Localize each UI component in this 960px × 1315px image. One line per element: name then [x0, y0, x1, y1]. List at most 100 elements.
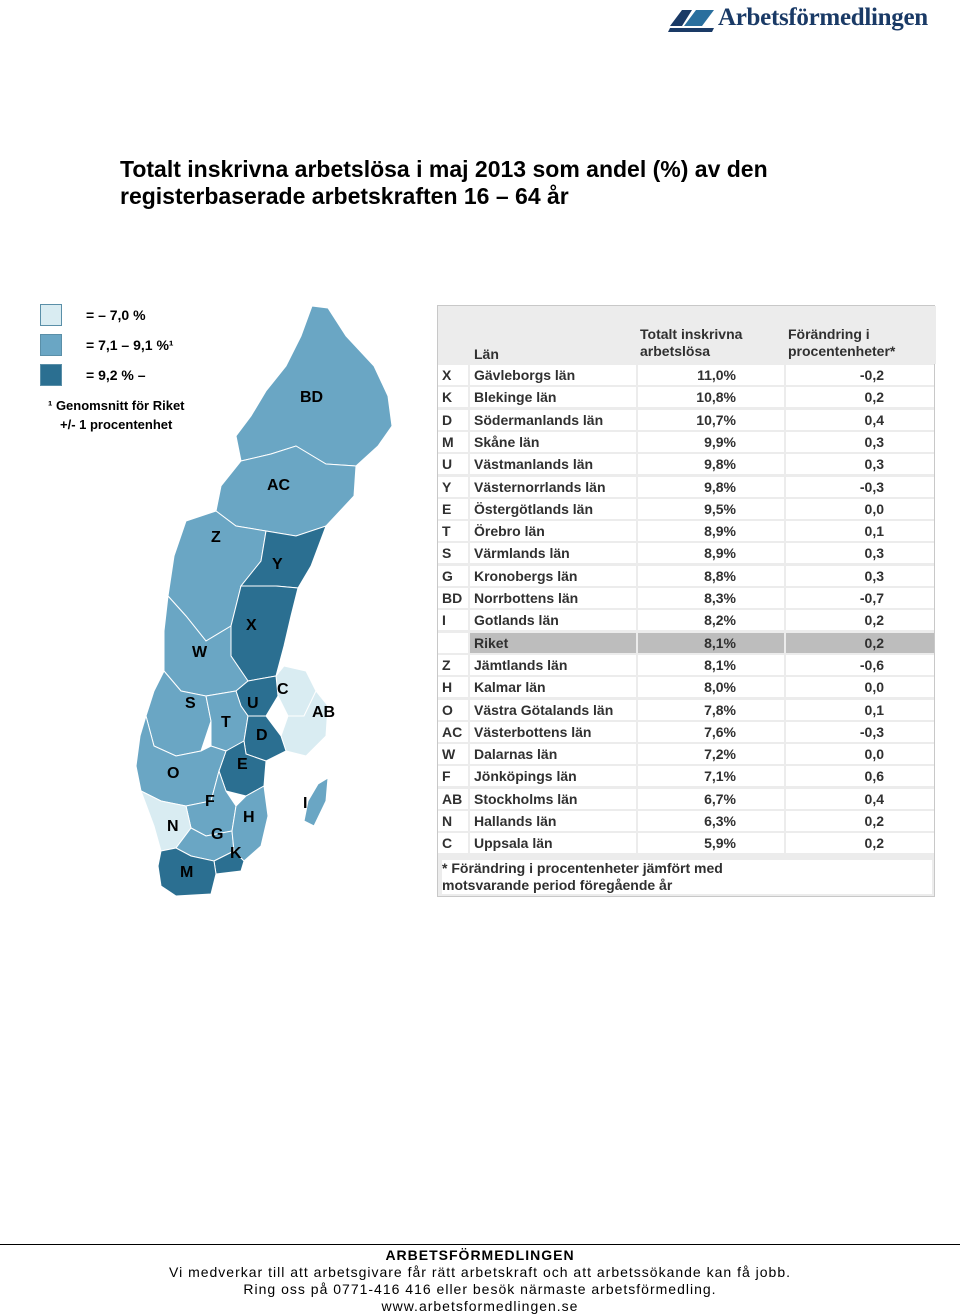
- row-code: X: [438, 365, 468, 385]
- row-total: 8,0%: [638, 677, 784, 698]
- row-code: D: [438, 409, 468, 430]
- map-label-e: E: [237, 756, 248, 773]
- row-total: 9,9%: [638, 431, 784, 452]
- header-total: Totalt inskrivna arbetslösa: [640, 326, 742, 360]
- legend-label-low: = – 7,0 %: [86, 307, 146, 323]
- row-total: 6,7%: [638, 788, 784, 809]
- legend-note-line-1: ¹ Genomsnitt för Riket: [48, 398, 185, 413]
- legend-note-line-2: +/- 1 procentenhet: [60, 417, 173, 432]
- table-row: M Skåne län 9,9% 0,3: [438, 431, 936, 454]
- header-total-cell: Totalt inskrivna arbetslösa: [638, 306, 784, 364]
- row-lan: Hallands län: [470, 811, 636, 831]
- footer-line-2: Ring oss på 0771-416 416 eller besök när…: [243, 1281, 717, 1297]
- map-label-y: Y: [272, 556, 283, 573]
- row-lan: Östergötlands län: [470, 498, 636, 519]
- row-total: 7,6%: [638, 721, 784, 742]
- row-code: E: [438, 498, 468, 519]
- map-label-c: C: [277, 681, 289, 698]
- footnote-line-2: motsvarande period föregående år: [442, 877, 673, 893]
- row-code: S: [438, 543, 468, 564]
- table-row: AC Västerbottens län 7,6% -0,3: [438, 721, 936, 744]
- row-change: 0,0: [786, 677, 934, 698]
- page-footer: ARBETSFÖRMEDLINGEN Vi medverkar till att…: [0, 1247, 960, 1315]
- row-lan: Värmlands län: [470, 543, 636, 564]
- row-lan: Riket: [470, 632, 636, 653]
- row-code: F: [438, 766, 468, 787]
- header-lan: Län: [474, 346, 499, 362]
- table-row: G Kronobergs län 8,8% 0,3: [438, 565, 936, 588]
- sweden-county-map: [135, 305, 393, 897]
- map-label-m: M: [180, 864, 194, 881]
- row-lan: Norrbottens län: [470, 588, 636, 608]
- row-code: Y: [438, 476, 468, 497]
- row-change: 0,3: [786, 431, 934, 452]
- map-label-i: I: [303, 795, 308, 812]
- table-row: I Gotlands län 8,2% 0,2: [438, 610, 936, 632]
- table-row: D Södermanlands län 10,7% 0,4: [438, 409, 936, 432]
- table-row: N Hallands län 6,3% 0,2: [438, 811, 936, 833]
- row-total: 8,2%: [638, 610, 784, 631]
- footer-url: www.arbetsformedlingen.se: [381, 1298, 579, 1314]
- row-change: 0,1: [786, 521, 934, 542]
- row-change: 0,0: [786, 498, 934, 519]
- map-label-w: W: [192, 644, 208, 661]
- row-total: 10,8%: [638, 387, 784, 408]
- row-lan: Södermanlands län: [470, 409, 636, 430]
- row-lan: Uppsala län: [470, 833, 636, 854]
- row-change: -0,7: [786, 588, 934, 608]
- table-row: C Uppsala län 5,9% 0,2: [438, 833, 936, 855]
- row-change: 0,2: [786, 387, 934, 408]
- row-total: 8,3%: [638, 588, 784, 608]
- row-total: 11,0%: [638, 365, 784, 385]
- map-label-z: Z: [211, 529, 221, 546]
- footnote-line-1: * Förändring i procentenheter jämfört me…: [442, 860, 723, 876]
- row-change: 0,2: [786, 632, 934, 653]
- header-change-cell: Förändring i procentenheter*: [786, 306, 936, 364]
- row-total: 9,8%: [638, 454, 784, 475]
- row-code: AB: [438, 788, 468, 809]
- header-change-line-1: Förändring i: [788, 326, 870, 342]
- row-lan: Kalmar län: [470, 677, 636, 698]
- legend-swatch-mid: [40, 334, 62, 356]
- row-change: 0,3: [786, 543, 934, 564]
- table-row: Y Västernorrlands län 9,8% -0,3: [438, 476, 936, 499]
- header-total-line-2: arbetslösa: [640, 343, 711, 359]
- row-lan: Västmanlands län: [470, 454, 636, 475]
- arbetsformedlingen-logo: Arbetsförmedlingen: [668, 4, 948, 38]
- row-change: -0,3: [786, 721, 934, 742]
- map-label-s: S: [185, 695, 196, 712]
- row-total: 7,2%: [638, 744, 784, 765]
- logo-arrows-icon: [668, 10, 714, 32]
- row-code: BD: [438, 588, 468, 608]
- unemployment-table: Län Totalt inskrivna arbetslösa Förändri…: [437, 305, 936, 897]
- table-row: Riket 8,1% 0,2: [438, 632, 936, 655]
- row-total: 8,1%: [638, 632, 784, 653]
- table-row: X Gävleborgs län 11,0% -0,2: [438, 365, 936, 387]
- table-row: E Östergötlands län 9,5% 0,0: [438, 498, 936, 521]
- row-code: AC: [438, 721, 468, 742]
- row-total: 8,8%: [638, 565, 784, 586]
- table-row: H Kalmar län 8,0% 0,0: [438, 677, 936, 699]
- logo-text: Arbetsförmedlingen: [718, 4, 928, 31]
- table-row: O Västra Götalands län 7,8% 0,1: [438, 699, 936, 722]
- map-label-x: X: [246, 617, 257, 634]
- row-lan: Blekinge län: [470, 387, 636, 408]
- header-lan-cell: Län: [470, 306, 636, 364]
- table-row: K Blekinge län 10,8% 0,2: [438, 387, 936, 409]
- row-total: 5,9%: [638, 833, 784, 854]
- table-row: S Värmlands län 8,9% 0,3: [438, 543, 936, 565]
- map-label-t: T: [221, 714, 231, 731]
- header-total-line-1: Totalt inskrivna: [640, 326, 743, 342]
- row-total: 9,8%: [638, 476, 784, 497]
- row-change: 0,6: [786, 766, 934, 787]
- row-lan: Gävleborgs län: [470, 365, 636, 385]
- row-code: K: [438, 387, 468, 408]
- row-lan: Örebro län: [470, 521, 636, 542]
- row-total: 6,3%: [638, 811, 784, 831]
- table-row: W Dalarnas län 7,2% 0,0: [438, 744, 936, 766]
- row-total: 9,5%: [638, 498, 784, 519]
- row-total: 8,9%: [638, 543, 784, 564]
- row-lan: Jämtlands län: [470, 654, 636, 675]
- table-row: T Örebro län 8,9% 0,1: [438, 521, 936, 543]
- row-change: 0,4: [786, 788, 934, 809]
